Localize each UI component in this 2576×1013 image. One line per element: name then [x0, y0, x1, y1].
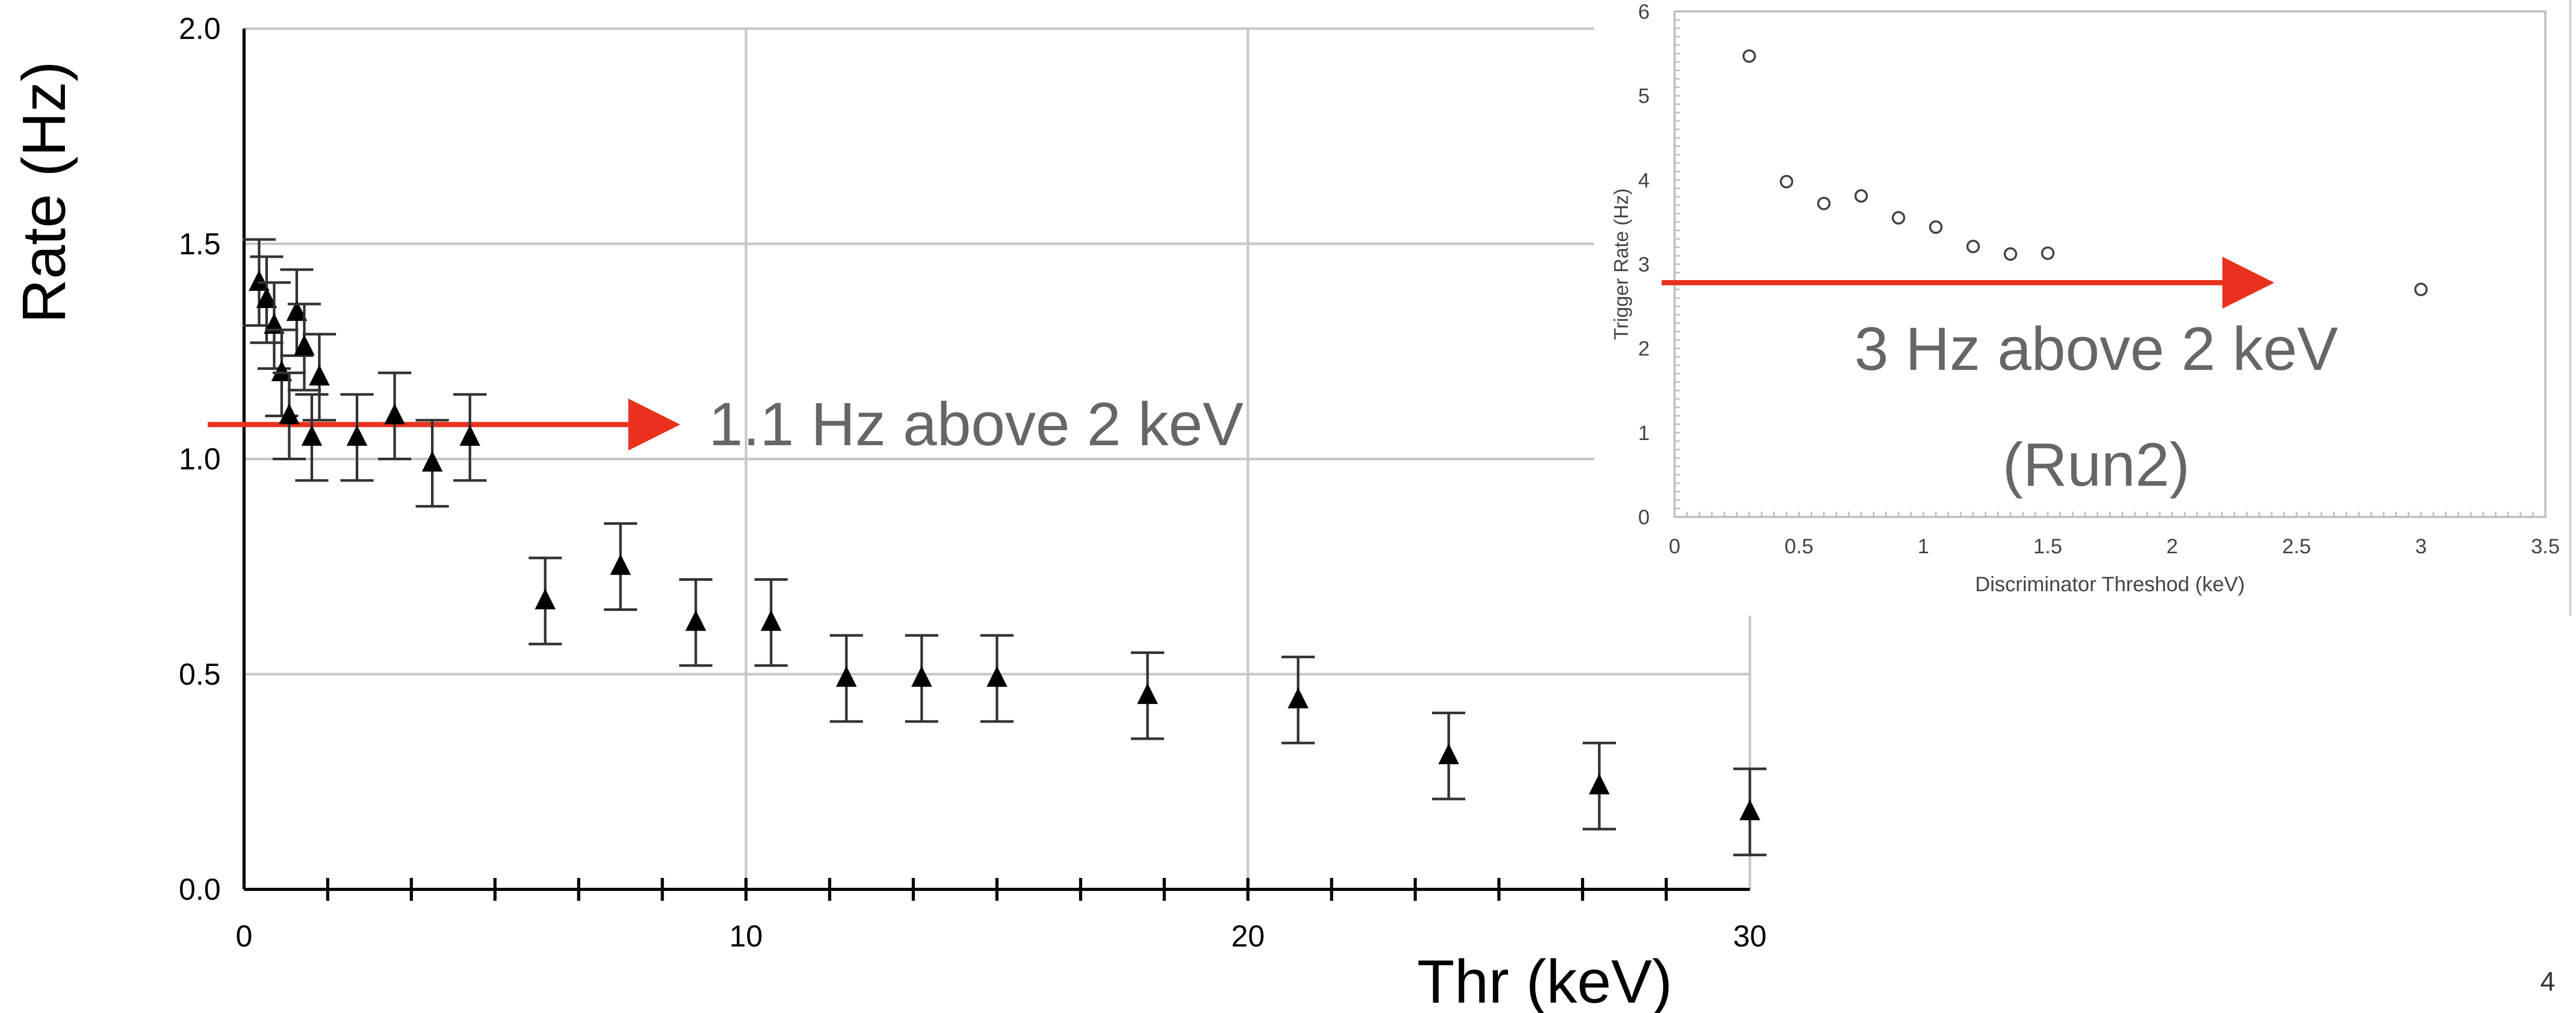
data-point — [346, 425, 368, 446]
inset-panel — [1594, 0, 2576, 616]
inset-data-point — [1929, 220, 1943, 234]
data-point — [301, 425, 322, 446]
inset-y-tick-label: 2 — [1638, 338, 1650, 361]
inset-x-tick-label: 2.5 — [2282, 535, 2311, 558]
x-tick-label: 0 — [236, 919, 252, 953]
y-tick-label: 0.5 — [179, 658, 221, 691]
inset-data-point — [1966, 239, 1980, 254]
inset-y-tick-label: 6 — [1638, 1, 1650, 23]
data-point — [535, 588, 556, 609]
data-point — [256, 287, 277, 308]
y-tick-label: 1.5 — [179, 227, 221, 261]
data-point — [987, 666, 1007, 687]
data-point — [422, 450, 443, 472]
annotation-text: 1.1 Hz above 2 keV — [709, 390, 1244, 459]
data-point — [761, 610, 781, 631]
inset-data-point — [1817, 196, 1831, 210]
inset-data-point — [1742, 49, 1756, 63]
data-point — [309, 365, 330, 386]
inset-x-tick-label: 1 — [1918, 535, 1929, 558]
data-point — [685, 610, 706, 631]
x-tick-label: 10 — [729, 919, 763, 953]
data-point — [249, 270, 269, 291]
inset-x-tick-label: 3 — [2415, 535, 2426, 558]
page-number: 4 — [2540, 967, 2555, 997]
y-tick-label: 0.0 — [179, 873, 221, 907]
inset-data-point — [1892, 211, 1906, 225]
y-axis-label: Rate (Hz) — [10, 61, 78, 324]
inset-x-axis-label: Discriminator Threshod (keV) — [1975, 573, 2245, 596]
data-point — [911, 666, 932, 687]
data-point — [384, 403, 405, 424]
inset-data-point — [1854, 189, 1868, 203]
x-tick-label: 20 — [1231, 919, 1265, 953]
data-point — [1589, 774, 1610, 795]
inset-y-axis-label: Trigger Rate (Hz) — [1611, 188, 1633, 340]
data-point — [1137, 683, 1158, 704]
inset-x-tick-label: 0 — [1669, 535, 1680, 558]
data-point — [460, 425, 480, 446]
inset-trigger-rate-chart: 0 1 2 3 4 5 6 0 0.5 1 1.5 2 2.5 3 3.5 Trigger Rate (Hz)… — [1594, 0, 2576, 616]
y-tick-label: 2.0 — [179, 12, 221, 46]
inset-annotation-text: 3 Hz above 2 keV — [1854, 315, 2338, 383]
inset-data-point — [2414, 283, 2428, 297]
data-point — [610, 554, 631, 575]
inset-y-tick-label: 0 — [1638, 506, 1650, 529]
inset-data-point — [2228, 269, 2242, 283]
data-point — [271, 360, 292, 381]
inset-x-tick-label: 1.5 — [2033, 535, 2062, 558]
data-point — [286, 300, 307, 321]
inset-data-point — [2003, 247, 2017, 261]
inset-y-tick-label: 1 — [1638, 422, 1650, 445]
data-point — [1288, 687, 1309, 709]
data-point — [1739, 799, 1760, 820]
data-point — [279, 403, 300, 424]
inset-y-tick-label: 5 — [1638, 85, 1650, 108]
inset-y-tick-label: 3 — [1638, 254, 1650, 276]
data-point — [836, 666, 857, 687]
inset-x-tick-label: 0.5 — [1785, 535, 1814, 558]
inset-annotation-subtext: (Run2) — [2003, 431, 2190, 499]
y-tick-label: 1.0 — [179, 443, 221, 476]
inset-y-tick-label: 4 — [1638, 169, 1650, 192]
inset-data-point — [2041, 246, 2055, 260]
inset-x-tick-label: 3.5 — [2531, 535, 2560, 558]
data-point — [294, 335, 315, 356]
x-axis-label: Thr (keV) — [1417, 948, 1673, 1013]
inset-x-tick-label: 2 — [2166, 535, 2178, 558]
inset-data-point — [1779, 175, 1793, 189]
x-tick-label: 30 — [1733, 919, 1767, 953]
data-point — [1438, 743, 1459, 765]
